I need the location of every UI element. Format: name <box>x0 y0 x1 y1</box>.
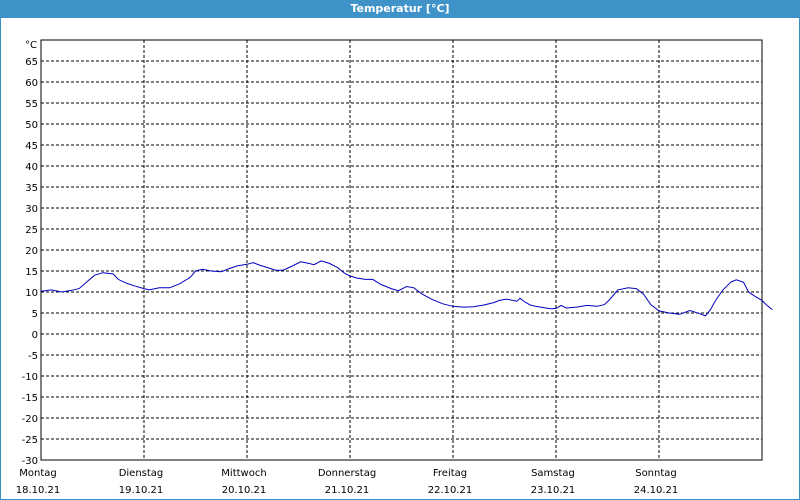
y-tick-label: 65 <box>25 57 38 68</box>
y-tick-label: 10 <box>25 288 38 299</box>
x-tick-day-label: Freitag <box>433 468 467 479</box>
x-tick-day-label: Samstag <box>531 468 575 479</box>
x-tick-day-label: Dienstag <box>119 468 164 479</box>
y-tick-label: 35 <box>25 183 38 194</box>
x-tick-date-label: 22.10.21 <box>428 485 473 496</box>
x-tick-date-label: 21.10.21 <box>325 485 370 496</box>
x-tick-day-label: Donnerstag <box>318 468 376 479</box>
y-tick-label: -15 <box>22 393 38 404</box>
y-axis: 65605550454035302520151050-5-10-15-20-25… <box>22 57 38 467</box>
y-tick-label: 30 <box>25 204 38 215</box>
y-tick-label: 50 <box>25 120 38 131</box>
plot-area-border <box>40 39 763 461</box>
y-tick-label: 5 <box>32 309 38 320</box>
x-tick-date-label: 24.10.21 <box>634 485 679 496</box>
y-axis-unit: °C <box>25 40 37 51</box>
y-tick-label: 0 <box>32 330 38 341</box>
y-tick-label: -30 <box>22 456 38 467</box>
chart-title: Temperatur [°C] <box>0 0 800 18</box>
y-tick-label: 60 <box>25 78 38 89</box>
y-tick-label: 45 <box>25 141 38 152</box>
grid <box>41 40 762 460</box>
y-tick-label: 55 <box>25 99 38 110</box>
x-tick-day-label: Sonntag <box>635 468 677 479</box>
y-tick-label: 20 <box>25 246 38 257</box>
x-tick-date-label: 19.10.21 <box>119 485 164 496</box>
x-axis: Montag 18.10.21 Dienstag 19.10.21 Mittwoch 20… <box>16 468 679 496</box>
x-tick-day-label: Montag <box>19 468 56 479</box>
temperature-line <box>40 260 773 317</box>
y-tick-label: -10 <box>22 372 38 383</box>
y-tick-label: -5 <box>28 351 38 362</box>
x-tick-date-label: 23.10.21 <box>531 485 576 496</box>
y-tick-label: 25 <box>25 225 38 236</box>
x-tick-date-label: 18.10.21 <box>16 485 61 496</box>
x-tick-date-label: 20.10.21 <box>222 485 267 496</box>
y-tick-label: -20 <box>22 414 38 425</box>
x-tick-day-label: Mittwoch <box>221 468 266 479</box>
y-tick-label: 40 <box>25 162 38 173</box>
y-tick-label: -25 <box>22 435 38 446</box>
y-tick-label: 15 <box>25 267 38 278</box>
